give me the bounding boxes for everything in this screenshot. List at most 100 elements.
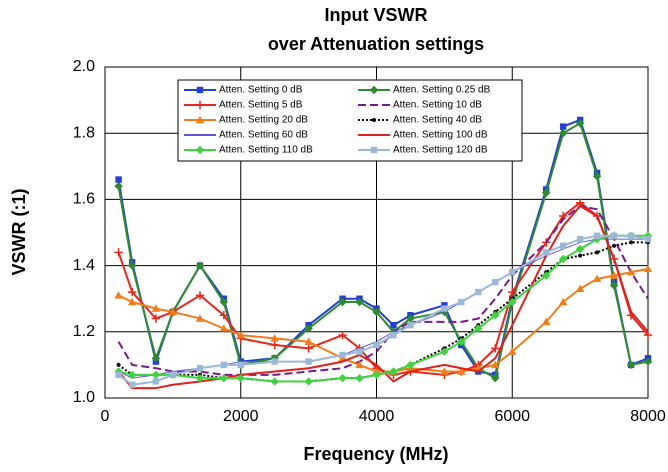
data-point	[219, 297, 228, 307]
data-point	[115, 176, 122, 183]
data-point	[237, 361, 244, 369]
data-point	[151, 314, 161, 323]
data-point	[491, 311, 500, 320]
data-point	[406, 314, 415, 323]
legend-label: Atten. Setting 40 dB	[393, 115, 482, 126]
data-point	[304, 337, 313, 345]
data-point	[128, 381, 136, 388]
data-point	[115, 371, 122, 379]
data-point	[220, 361, 227, 369]
x-tick-label: 4000	[359, 408, 395, 425]
series-line	[117, 122, 649, 380]
data-point	[440, 347, 449, 356]
legend-marker	[195, 100, 205, 110]
data-point	[355, 360, 364, 369]
data-point	[305, 358, 312, 365]
data-point	[270, 340, 279, 350]
legend-label: Atten. Setting 5 dB	[219, 100, 303, 111]
data-point	[644, 235, 652, 243]
data-point	[558, 297, 568, 306]
legend-label: Atten. Setting 110 dB	[219, 145, 313, 156]
data-point	[339, 351, 346, 359]
data-point	[457, 367, 466, 375]
x-tick-label: 2000	[223, 408, 259, 425]
data-point	[127, 261, 137, 270]
data-point	[127, 297, 137, 306]
data-point	[168, 307, 178, 316]
data-point	[219, 324, 228, 332]
data-point	[491, 373, 500, 383]
data-point	[151, 370, 161, 380]
data-point	[491, 344, 500, 353]
legend-label: Atten. Setting 120 dB	[393, 145, 488, 156]
y-tick-label: 2.0	[73, 58, 95, 75]
data-point	[372, 370, 381, 380]
data-point	[558, 129, 568, 138]
data-point	[559, 242, 567, 249]
data-point	[558, 254, 568, 264]
legend-marker	[196, 86, 204, 94]
data-point	[338, 297, 347, 307]
data-point	[542, 249, 550, 256]
data-point	[610, 232, 618, 240]
data-point	[169, 371, 177, 379]
data-point	[304, 344, 313, 353]
data-point	[338, 330, 347, 340]
data-point	[389, 367, 398, 376]
data-point	[575, 284, 585, 292]
x-tick-label: 0	[101, 408, 110, 425]
data-point	[151, 304, 161, 312]
series-line	[117, 205, 649, 390]
data-point	[196, 365, 204, 372]
chart-title: Input VSWR	[325, 5, 428, 25]
data-point	[219, 373, 228, 383]
data-point	[508, 297, 517, 307]
data-point	[127, 370, 137, 380]
data-point	[355, 297, 364, 307]
legend-marker	[195, 115, 205, 124]
data-point	[595, 250, 600, 255]
data-point	[576, 235, 584, 243]
data-point	[406, 360, 415, 370]
y-tick-label: 1.6	[73, 191, 95, 208]
y-tick-label: 1.8	[73, 124, 95, 141]
data-point	[475, 288, 482, 296]
data-point	[575, 119, 585, 128]
legend-label: Atten. Setting 0.25 dB	[393, 85, 491, 96]
data-point	[195, 291, 205, 300]
data-point	[236, 330, 245, 339]
series-line	[117, 205, 649, 376]
data-point	[195, 373, 205, 383]
data-point	[508, 287, 517, 297]
y-tick-label: 1.2	[73, 323, 95, 340]
data-point	[441, 305, 448, 312]
data-point	[355, 373, 364, 383]
data-point	[390, 321, 397, 329]
x-axis-label: Frequency (MHz)	[303, 444, 448, 464]
y-axis-label: VSWR (:1)	[9, 189, 29, 276]
data-point	[116, 362, 121, 367]
data-point	[541, 188, 551, 197]
legend-label: Atten. Setting 60 dB	[219, 130, 308, 141]
data-point	[593, 232, 601, 240]
data-point	[643, 357, 653, 366]
data-point	[441, 302, 448, 309]
data-point	[592, 172, 602, 181]
data-point	[643, 264, 653, 273]
data-point	[270, 334, 279, 342]
data-point	[609, 271, 619, 279]
data-point	[152, 378, 160, 385]
data-point	[509, 269, 516, 276]
data-point	[304, 324, 313, 333]
legend-marker	[370, 146, 378, 154]
data-point	[270, 377, 279, 386]
data-point	[114, 248, 123, 257]
data-point	[612, 243, 617, 248]
data-point	[541, 317, 551, 326]
data-point	[629, 240, 634, 245]
legend: Atten. Setting 0 dB Atten. Setting 0.25 d…	[177, 79, 523, 162]
data-point	[626, 268, 636, 276]
x-tick-label: 6000	[494, 408, 530, 425]
data-point	[390, 331, 397, 339]
